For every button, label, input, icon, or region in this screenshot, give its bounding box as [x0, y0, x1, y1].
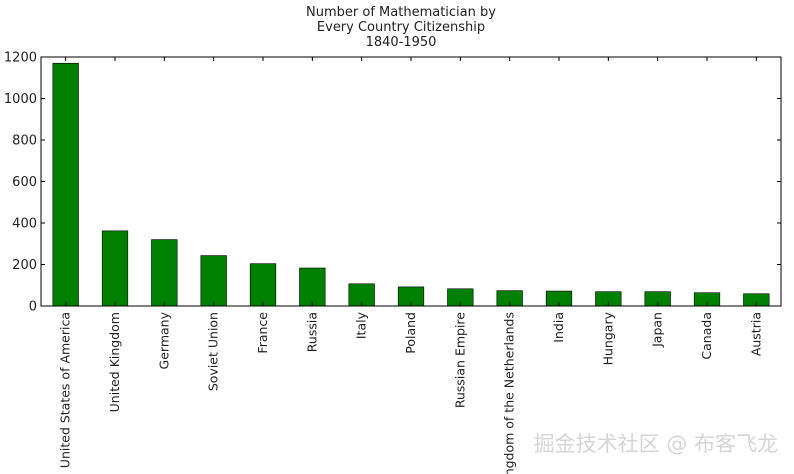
- bar-1: [101, 230, 129, 307]
- y-tick-label-2: 400: [12, 217, 37, 232]
- watermark-text: 掘金技术社区 @ 布客飞龙: [534, 432, 778, 456]
- x-tick-label-7: Poland: [403, 312, 418, 354]
- x-tick-label-1: United Kingdom: [107, 312, 122, 412]
- x-tick-label-6: Italy: [354, 311, 369, 339]
- y-tick-label-0: 0: [29, 300, 37, 315]
- bars-group: [52, 62, 770, 307]
- bar-5: [299, 267, 326, 307]
- y-axis: 0 200 400 600 800 1000 1200: [4, 51, 781, 315]
- chart-title-line-1: Number of Mathematician by: [306, 5, 496, 20]
- y-tick-label-1: 200: [12, 258, 37, 273]
- y-tick-label-6: 1200: [4, 51, 37, 66]
- x-axis: United States of America United Kingdom Ge…: [58, 57, 763, 474]
- x-tick-label-11: Hungary: [600, 311, 615, 365]
- x-tick-label-4: France: [255, 312, 270, 354]
- x-tick-label-13: Canada: [699, 312, 714, 360]
- y-tick-label-3: 600: [12, 175, 37, 190]
- x-tick-label-2: Germany: [156, 311, 171, 369]
- bar-0: [52, 62, 79, 307]
- x-tick-label-5: Russia: [304, 312, 319, 352]
- x-tick-label-10: India: [551, 312, 566, 343]
- x-tick-label-14: Austria: [748, 312, 763, 356]
- chart-title-line-2: Every Country Citizenship: [317, 20, 485, 35]
- chart-title-line-3: 1840-1950: [366, 35, 437, 50]
- chart-title: Number of Mathematician by Every Country…: [306, 5, 496, 50]
- x-tick-label-12: Japan: [650, 312, 665, 348]
- plot-frame: [40, 56, 782, 307]
- y-tick-label-5: 1000: [4, 92, 37, 107]
- bar-4: [249, 263, 277, 307]
- x-tick-label-3: Soviet Union: [206, 312, 221, 391]
- x-tick-label-9: Kingdom of the Netherlands: [502, 312, 517, 474]
- y-tick-label-4: 800: [12, 134, 37, 149]
- bar-2: [151, 239, 178, 307]
- bar-3: [200, 255, 227, 307]
- x-tick-label-8: Russian Empire: [452, 312, 467, 408]
- x-tick-label-0: United States of America: [58, 312, 73, 468]
